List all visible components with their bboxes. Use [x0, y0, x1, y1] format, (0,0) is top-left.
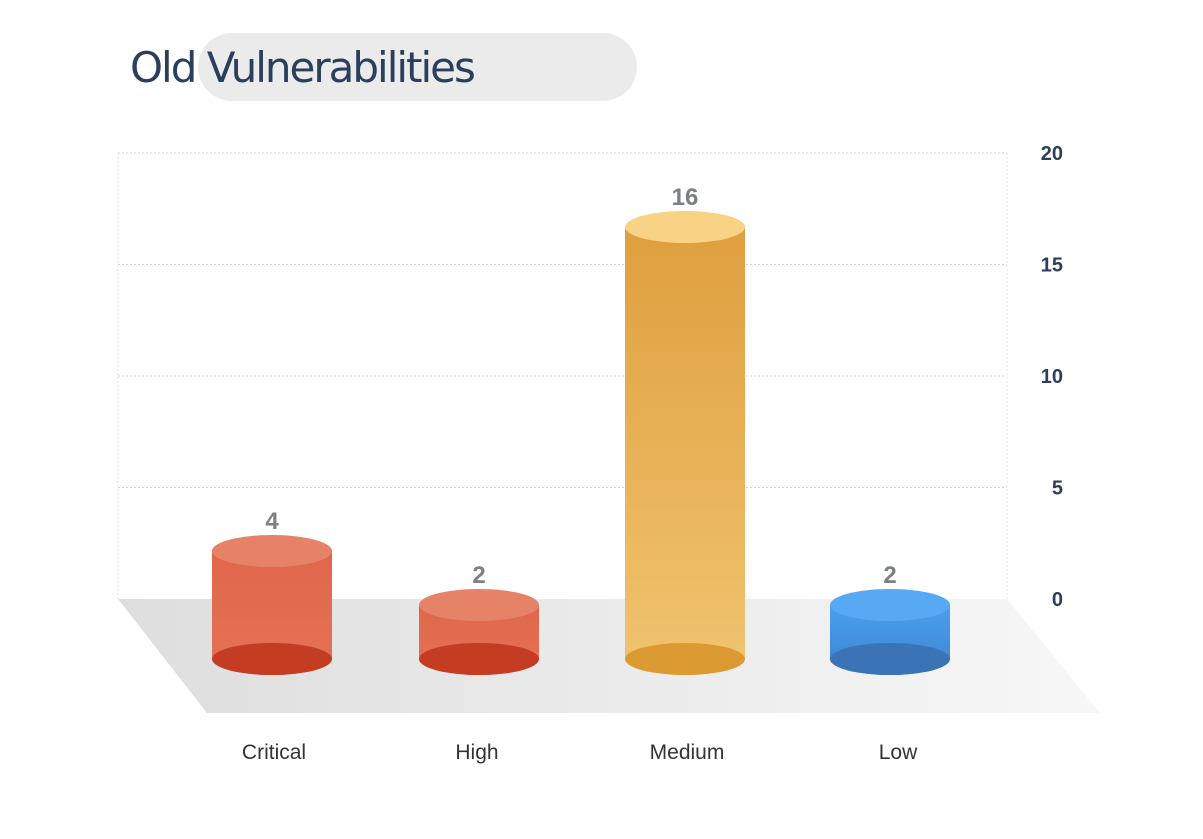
x-category-label: Medium	[650, 741, 725, 764]
y-tick-label: 20	[1041, 143, 1063, 165]
bar-body	[212, 551, 332, 675]
x-category-label: Critical	[242, 741, 306, 764]
bar-top-cap	[419, 589, 539, 621]
y-tick-label: 10	[1041, 366, 1063, 388]
x-axis: Critical High Medium Low	[242, 741, 918, 764]
chart-title: Old Vulnerabilities	[130, 43, 476, 92]
bar-bottom-cap	[212, 643, 332, 675]
bar-value-label: 16	[672, 184, 699, 211]
bar-value-label: 2	[472, 562, 485, 589]
bar-body	[625, 227, 745, 675]
y-axis: 0 5 10 15 20	[1041, 143, 1063, 611]
bar-top-cap	[212, 535, 332, 567]
x-category-label: Low	[879, 741, 918, 764]
bar-top-cap	[625, 211, 745, 243]
bar-value-label: 4	[265, 508, 279, 535]
bar-bottom-cap	[419, 643, 539, 675]
bar-high: 2	[419, 562, 539, 675]
bar-critical: 4	[212, 508, 332, 675]
bar-low: 2	[830, 562, 950, 675]
y-tick-label: 5	[1052, 478, 1063, 500]
x-category-label: High	[455, 741, 498, 764]
y-tick-label: 0	[1052, 589, 1063, 611]
bar-top-cap	[830, 589, 950, 621]
gridlines	[118, 152, 1007, 488]
bars: 4 2 16 2	[212, 184, 950, 675]
bar-bottom-cap	[625, 643, 745, 675]
bar-medium: 16	[625, 184, 745, 675]
bar-value-label: 2	[883, 562, 896, 589]
y-tick-label: 15	[1041, 255, 1063, 277]
bar-bottom-cap	[830, 643, 950, 675]
title-pill-background	[198, 33, 637, 101]
